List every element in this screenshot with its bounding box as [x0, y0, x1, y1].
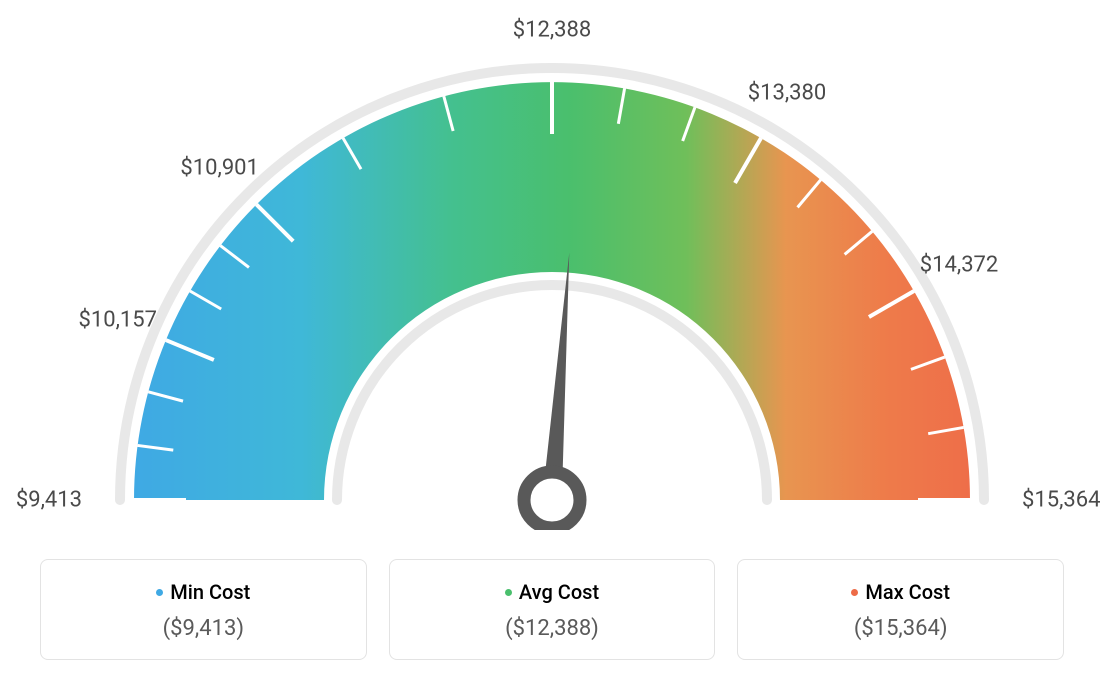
legend-card-avg: Avg Cost ($12,388): [389, 559, 716, 660]
gauge-chart: $9,413 $10,157 $10,901 $12,388 $13,380 $14,37…: [0, 0, 1104, 530]
legend-dot-avg: [505, 589, 512, 596]
legend-title-max: Max Cost: [748, 580, 1053, 604]
gauge-tick-label: $12,388: [513, 18, 592, 43]
legend-card-min: Min Cost ($9,413): [40, 559, 367, 660]
gauge-tick-label: $9,413: [16, 488, 82, 513]
gauge-tick-label: $13,380: [748, 80, 827, 105]
legend-value-min: ($9,413): [51, 616, 356, 641]
gauge-tick-label: $10,157: [79, 308, 158, 333]
gauge-tick-label: $15,364: [1022, 488, 1101, 513]
legend-value-max: ($15,364): [748, 616, 1053, 641]
legend-dot-min: [156, 589, 163, 596]
legend-title-max-text: Max Cost: [865, 580, 950, 604]
gauge-tick-label: $14,372: [920, 253, 999, 278]
legend-title-min: Min Cost: [51, 580, 356, 604]
legend-card-max: Max Cost ($15,364): [737, 559, 1064, 660]
legend-row: Min Cost ($9,413) Avg Cost ($12,388) Max…: [40, 559, 1064, 660]
legend-title-min-text: Min Cost: [170, 580, 250, 604]
legend-title-avg: Avg Cost: [400, 580, 705, 604]
legend-dot-max: [851, 589, 858, 596]
legend-title-avg-text: Avg Cost: [519, 580, 599, 604]
gauge-tick-label: $10,901: [180, 155, 259, 180]
legend-value-avg: ($12,388): [400, 616, 705, 641]
